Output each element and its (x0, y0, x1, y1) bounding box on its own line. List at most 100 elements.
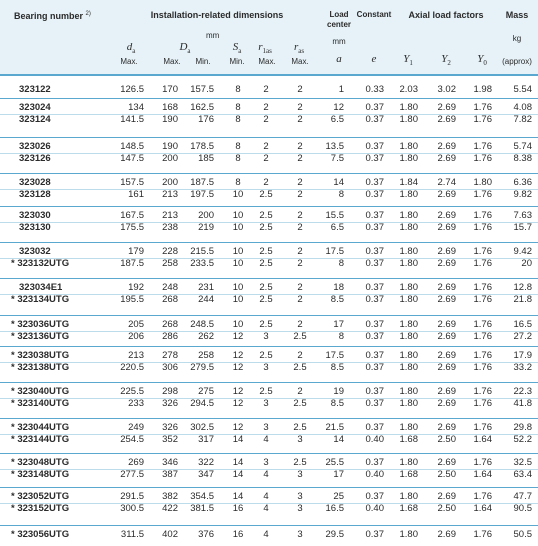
Y2-cell: 2.69 (437, 422, 457, 433)
constant-e-cell: 0.33 (365, 84, 385, 95)
Da-max-cell: 306 (162, 361, 178, 373)
ras-max-cell: 4 (263, 502, 269, 514)
Y1-cell: 1.80 (399, 386, 419, 397)
constant-e-cell: 0.37 (365, 361, 385, 373)
bearing-number-cell: * 323140UTG (11, 397, 70, 409)
rbs-max-cell: 2 (297, 210, 303, 221)
Y1-cell: 1.80 (399, 491, 419, 502)
Y0-cell: 1.98 (473, 84, 493, 95)
Sa-min-cell: 8 (235, 102, 241, 113)
load-center-a-cell: 1 (338, 84, 344, 95)
group-separator (0, 242, 538, 243)
Sa-min-cell: 12 (232, 386, 244, 397)
Sa-min-cell: 16 (232, 529, 244, 540)
da-max-cell: 195.5 (120, 293, 144, 305)
bearing-number-cell: 323030 (19, 210, 51, 221)
mass-cell: 5.74 (513, 141, 533, 152)
da-max-cell: 148.5 (120, 141, 144, 152)
Sa-min-cell: 8 (235, 152, 241, 164)
bearing-number-cell: * 323056UTG (11, 529, 70, 540)
load-center-a-cell: 16.5 (325, 502, 345, 514)
rbs-max-cell: 2.5 (293, 330, 307, 342)
group-separator (0, 525, 538, 526)
load-center-a-cell: 17.5 (325, 350, 345, 361)
Y1-cell: 1.80 (399, 350, 419, 361)
Y1-cell: 1.68 (399, 468, 419, 480)
row-separator (0, 294, 538, 295)
rbs-max-label: Max. (291, 57, 309, 66)
bearing-number-cell: 323034E1 (19, 282, 63, 293)
bearing-number-cell: * 323040UTG (11, 386, 70, 397)
constant-e-cell: 0.37 (365, 221, 385, 233)
Da-max-cell: 238 (162, 221, 178, 233)
Da-min-cell: 376 (198, 529, 214, 540)
Sa-min-cell: 16 (232, 502, 244, 514)
Y0-cell: 1.76 (473, 386, 493, 397)
rbs-max-cell: 2 (297, 113, 303, 125)
mass-cell: 29.8 (513, 422, 533, 433)
Y1-cell: 1.80 (399, 529, 419, 540)
bearing-number-cell: 323128 (19, 188, 51, 200)
ras-max-cell: 2 (263, 152, 269, 164)
constant-e-cell: 0.37 (365, 188, 385, 200)
Y2-cell: 2.69 (437, 491, 457, 502)
Y0-cell: 1.76 (473, 529, 493, 540)
load-center-unit: mm (332, 37, 346, 46)
load-center-header-2: center (326, 20, 352, 29)
Y2-cell: 3.02 (437, 84, 457, 95)
rbs-max-cell: 3 (297, 502, 303, 514)
constant-e-cell: 0.37 (365, 293, 385, 305)
row-separator (0, 258, 538, 259)
bearing-number-cell: 323124 (19, 113, 51, 125)
Y2-cell: 2.69 (437, 210, 457, 221)
row-separator (0, 331, 538, 332)
constant-e-cell: 0.37 (365, 330, 385, 342)
Sa-sub: a (238, 47, 242, 56)
load-center-a-cell: 17 (333, 468, 344, 480)
Y2-cell: 2.69 (437, 188, 457, 200)
bearing-number-cell: * 323048UTG (11, 457, 70, 468)
Y0-cell: 1.76 (473, 293, 493, 305)
Y2-cell: 2.69 (437, 282, 457, 293)
Y2-cell: 2.69 (437, 457, 457, 468)
Sa-min-cell: 12 (232, 422, 244, 433)
Y0-cell: 1.76 (473, 113, 493, 125)
mass-approx-label: (approx) (502, 57, 532, 66)
mass-cell: 7.82 (513, 113, 533, 125)
Y2-cell: 2.69 (437, 257, 457, 269)
bearing-number-cell: 323032 (19, 246, 51, 257)
constant-e-cell: 0.40 (365, 468, 385, 480)
constant-e-cell: 0.37 (365, 102, 385, 113)
Y1-cell: 1.80 (399, 246, 419, 257)
Sa-min-cell: 8 (235, 84, 241, 95)
constant-e-cell: 0.37 (365, 457, 385, 468)
Y2-cell: 2.69 (437, 397, 457, 409)
ras-max-cell: 3 (263, 422, 269, 433)
constant-e-cell: 0.37 (365, 152, 385, 164)
Y1-cell: 1.68 (399, 502, 419, 514)
Da-min-cell: 275 (198, 386, 214, 397)
Da-min-cell: 248.5 (190, 319, 214, 330)
rbs-max-cell: 2 (297, 282, 303, 293)
Da-min-cell: 294.5 (190, 397, 214, 409)
ras-max-cell: 2.5 (259, 188, 273, 200)
bearing-number-cell: 323130 (19, 221, 51, 233)
da-max-cell: 187.5 (120, 257, 144, 269)
Da-min-cell: 347 (198, 468, 214, 480)
ras-max-cell: 2.5 (259, 386, 273, 397)
a-symbol: a (336, 53, 342, 65)
constant-header: Constant (356, 10, 392, 19)
constant-e-cell: 0.37 (365, 350, 385, 361)
Y2-cell: 2.69 (437, 152, 457, 164)
load-center-a-cell: 25 (333, 491, 344, 502)
Da-max-label: Max. (163, 57, 181, 66)
constant-e-cell: 0.37 (365, 246, 385, 257)
Y1-symbol: Y1 (403, 54, 413, 67)
da-max-cell: 179 (128, 246, 144, 257)
load-center-header-1: Load (329, 10, 349, 19)
Y2-cell: 2.50 (437, 468, 457, 480)
Da-min-cell: 302.5 (190, 422, 214, 433)
Y1-cell: 1.68 (399, 433, 419, 445)
Da-max-cell: 213 (162, 188, 178, 200)
mass-cell: 16.5 (513, 319, 533, 330)
